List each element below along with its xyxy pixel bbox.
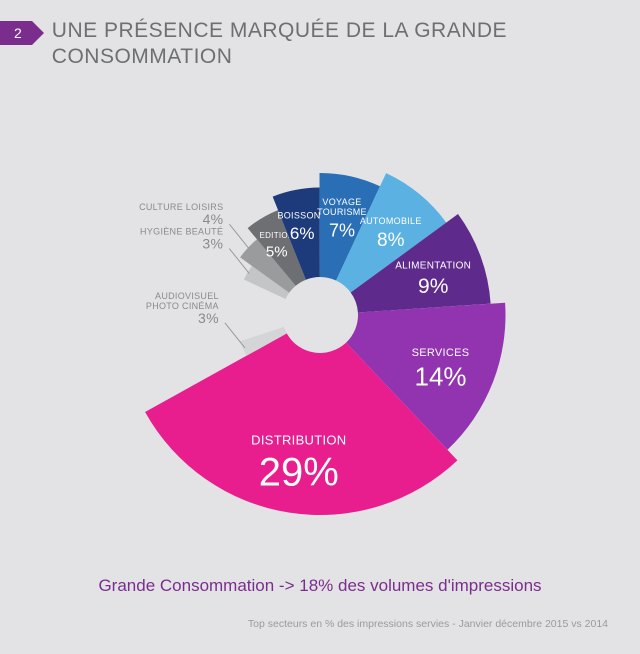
callout-line — [225, 323, 245, 348]
slice-label: SERVICES14% — [412, 347, 470, 391]
callout-label: HYGIÈNE BEAUTÉ3% — [140, 227, 223, 252]
callout-label: AUDIOVISUELPHOTO CINÉMA3% — [146, 291, 219, 326]
callout-label: CULTURE LOISIRS4% — [139, 202, 223, 227]
slice-label: DISTRIBUTION29% — [251, 433, 346, 495]
section-number: 2 — [14, 25, 22, 41]
page-title: UNE PRÉSENCE MARQUÉE DE LA GRANDE CONSOM… — [52, 18, 640, 71]
pie-chart: EDITION5%BOISSONS6%VOYAGETOURISME7%AUTOM… — [40, 85, 600, 545]
footer-highlight: Grande Consommation -> 18% des volumes d… — [0, 576, 640, 596]
callout-line — [229, 224, 249, 249]
footer-source: Top secteurs en % des impressions servie… — [0, 618, 608, 630]
section-badge: 2 — [0, 21, 32, 45]
page-header: 2 UNE PRÉSENCE MARQUÉE DE LA GRANDE CONS… — [0, 0, 640, 71]
